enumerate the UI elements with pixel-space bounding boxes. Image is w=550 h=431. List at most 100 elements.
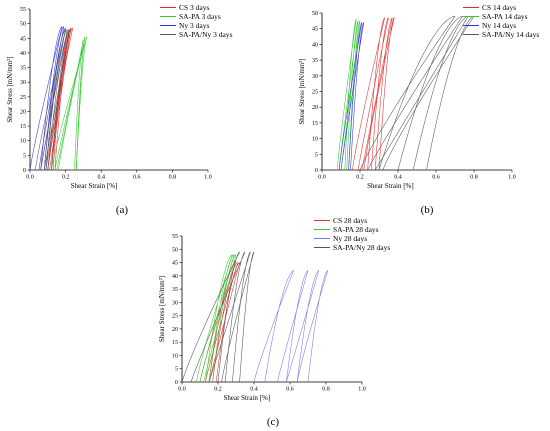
chart-panel-1: 0.0 0.2 0.4 0.6 0.8 1.0 0 5 10 15 20 25 30 35 40 45 50 55… (6, 3, 233, 216)
series-loop (253, 270, 294, 383)
x-tick-label: 0.2 (356, 175, 364, 181)
y-axis-title: Shear Stress [mN/mm²] (158, 276, 166, 342)
chart-panel-2: 0.0 0.2 0.4 0.6 0.8 1.0 0 5 10 15 20 25 30 35 40 45 50 Sh… (298, 3, 539, 216)
chart-panel-3: 0.0 0.2 0.4 0.6 0.8 1.0 0 5 10 15 20 25 30 35 40 45 50 55… (158, 216, 390, 428)
y-tick-label: 35 (20, 66, 26, 72)
x-axis-title: Shear Strain [%] (71, 182, 118, 190)
y-tick-label: 25 (172, 314, 178, 320)
y-tick-label: 20 (20, 109, 26, 115)
y-tick-label: 5 (315, 152, 318, 158)
y-tick-label: 25 (20, 95, 26, 101)
y-tick-label: 45 (172, 261, 178, 267)
panel-label: (c) (267, 416, 280, 428)
series-loop (208, 262, 240, 383)
panel-label: (a) (116, 204, 129, 216)
legend-label: SA-PA 3 days (179, 12, 221, 21)
legend-label: CS 14 days (482, 3, 516, 12)
x-axis-title: Shear Strain [%] (367, 182, 414, 190)
y-tick-label: 50 (172, 247, 178, 253)
series-loop (361, 17, 393, 171)
legend-label: Ny 14 days (482, 21, 516, 30)
x-tick-label: 0.4 (394, 175, 402, 181)
y-tick-label: 35 (172, 287, 178, 293)
legend-label: CS 3 days (179, 3, 210, 12)
series-loop (221, 251, 255, 383)
y-tick-label: 30 (172, 300, 178, 306)
panel-label: (b) (421, 204, 434, 216)
series-3 (338, 22, 365, 171)
series-loop (340, 20, 361, 171)
series-2 (336, 19, 361, 171)
series-loop (340, 22, 365, 171)
series-loop (336, 19, 357, 171)
x-tick-label: 0.0 (318, 175, 326, 181)
series-2 (196, 254, 237, 383)
x-tick-label: 0.2 (62, 175, 70, 181)
series-loop (38, 26, 65, 171)
x-tick-label: 0.4 (250, 387, 258, 393)
y-tick-label: 10 (20, 139, 26, 145)
series-1 (352, 17, 395, 171)
series-loop (357, 17, 389, 171)
y-tick-label: 50 (312, 11, 318, 17)
y-tick-label: 45 (20, 36, 26, 42)
y-tick-label: 30 (312, 74, 318, 80)
series-loop (367, 15, 463, 171)
x-tick-label: 0.8 (470, 175, 478, 181)
y-tick-label: 0 (23, 168, 26, 174)
series-loop (51, 36, 88, 171)
x-tick-label: 1.0 (358, 387, 366, 393)
series-loop (40, 29, 68, 171)
y-tick-label: 5 (23, 153, 26, 159)
y-tick-label: 10 (312, 137, 318, 143)
x-tick-label: 0.0 (178, 387, 186, 393)
y-tick-label: 50 (20, 22, 26, 28)
y-tick-label: 30 (20, 80, 26, 86)
x-tick-label: 0.6 (432, 175, 440, 181)
series-loop (181, 251, 240, 383)
y-tick-label: 20 (312, 105, 318, 111)
y-tick-label: 40 (172, 274, 178, 280)
series-loop (35, 29, 66, 171)
y-tick-label: 5 (175, 367, 178, 373)
legend-label: SA-PA/Ny 3 days (179, 30, 233, 39)
x-tick-label: 0.2 (214, 387, 222, 393)
y-tick-label: 55 (20, 7, 26, 13)
series-loop (51, 27, 72, 171)
y-tick-label: 0 (175, 380, 178, 386)
y-tick-label: 15 (312, 121, 318, 127)
y-tick-label: 40 (20, 51, 26, 57)
y-axis-title: Shear Stress [mN/mm²] (298, 58, 306, 124)
legend-label: SA-PA/Ny 14 days (482, 30, 539, 39)
series-loop (359, 15, 456, 171)
series-loop (296, 270, 329, 383)
series-4 (35, 29, 70, 171)
x-tick-label: 1.0 (204, 175, 212, 181)
y-tick-label: 20 (172, 327, 178, 333)
series-loop (47, 29, 70, 171)
legend-label: Ny 3 days (179, 21, 209, 30)
y-tick-label: 0 (315, 168, 318, 174)
series-loop (286, 270, 320, 383)
series-loop (338, 22, 363, 171)
legend-label: SA-PA 28 days (333, 225, 379, 234)
series-loop (363, 17, 395, 171)
series-loop (208, 251, 251, 383)
x-tick-label: 0.4 (97, 175, 105, 181)
series-loop (199, 254, 235, 383)
series-loop (203, 254, 237, 383)
y-tick-label: 15 (20, 124, 26, 130)
x-tick-label: 0.8 (169, 175, 177, 181)
series-loop (382, 15, 475, 171)
x-tick-label: 0.6 (133, 175, 141, 181)
y-tick-label: 10 (172, 353, 178, 359)
y-tick-label: 35 (312, 58, 318, 64)
series-loop (352, 17, 385, 171)
series-loop (277, 270, 309, 383)
x-tick-label: 0.0 (26, 175, 34, 181)
y-tick-label: 55 (172, 234, 178, 240)
